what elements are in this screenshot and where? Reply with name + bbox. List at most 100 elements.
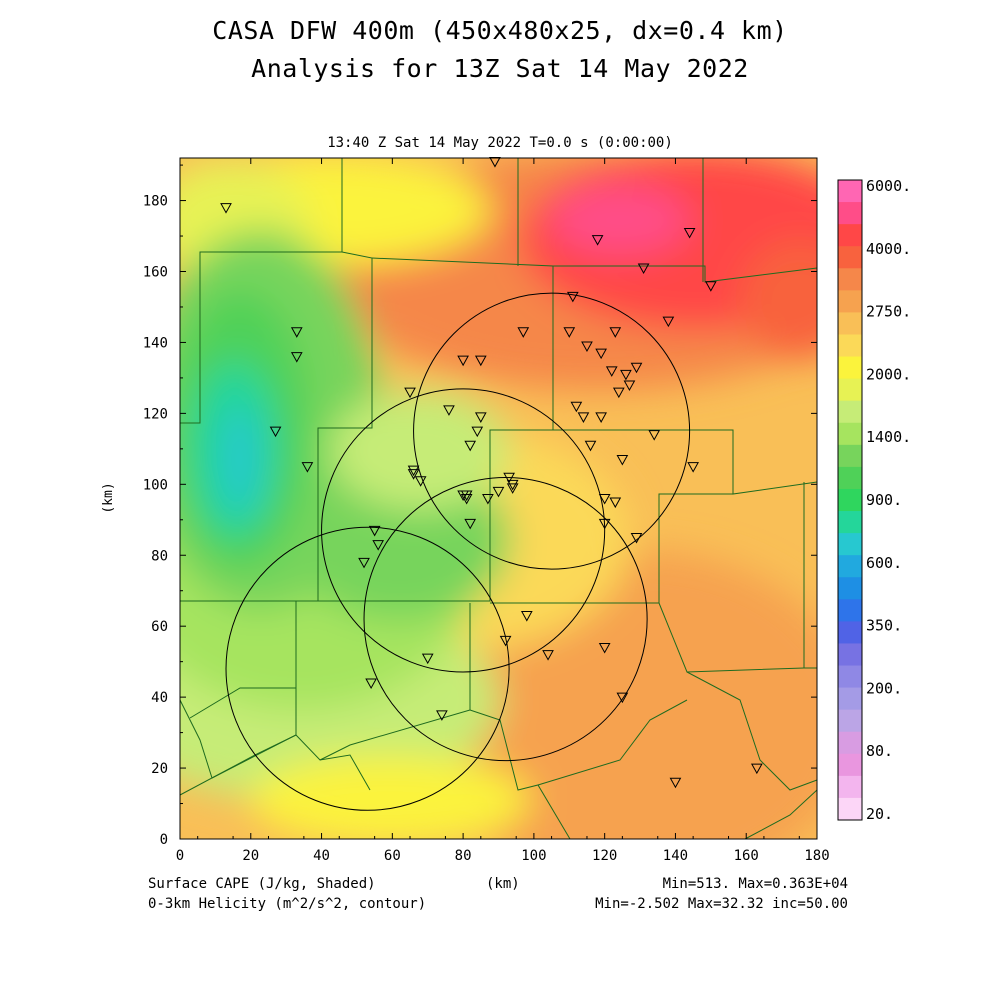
station-marker (584, 440, 597, 452)
colorbar-swatch (838, 599, 862, 622)
colorbar-label: 900. (866, 491, 902, 509)
station-marker (492, 486, 505, 498)
radar-ring-3 (225, 526, 510, 811)
station-marker (630, 533, 643, 544)
station-marker (499, 635, 512, 647)
colorbar-swatch (838, 268, 862, 291)
station-marker (566, 291, 579, 303)
station-marker (471, 426, 484, 438)
colorbar-swatch (838, 775, 862, 799)
station-marker (482, 494, 494, 505)
colorbar-swatch (838, 378, 862, 402)
x-tick-label: 40 (313, 848, 330, 864)
station-marker (464, 518, 477, 530)
station-marker (605, 366, 618, 377)
x-tick-label: 80 (455, 848, 472, 864)
station-marker (623, 380, 636, 392)
colorbar-swatch (838, 511, 862, 534)
y-axis: 0 20 40 60 80 100 120 140 160 180 (143, 164, 817, 848)
chart-title: CASA DFW 400m (450x480x25, dx=0.4 km) (212, 16, 788, 45)
footer-x-unit: (km) (486, 876, 520, 892)
station-marker (520, 611, 533, 622)
x-tick-label: 180 (804, 848, 829, 864)
y-tick-label: 80 (151, 548, 168, 564)
x-tick-label: 100 (521, 848, 546, 864)
station-marker (474, 355, 487, 367)
station-marker (365, 678, 377, 689)
station-marker (421, 653, 434, 665)
station-marker (372, 540, 385, 551)
colorbar: 6000. 4000. 2750. 2000. 1400. 900. 600. 350. 200… (837, 177, 911, 823)
station-marker (563, 327, 576, 338)
station-marker (460, 490, 473, 501)
footer-helicity-label: 0-3km Helicity (m^2/s^2, contour) (148, 896, 427, 912)
station-marker (460, 494, 473, 505)
colorbar-swatch (838, 202, 862, 225)
y-axis-label: (km) (101, 482, 116, 513)
station-markers (220, 157, 763, 789)
colorbar-swatch (838, 444, 862, 468)
station-marker (683, 227, 696, 239)
station-marker (436, 710, 448, 721)
colorbar-swatch (838, 400, 862, 424)
station-marker (598, 518, 611, 530)
colorbar-label: 80. (866, 742, 893, 760)
station-marker (612, 387, 625, 399)
station-marker (704, 281, 717, 292)
colorbar-swatch (838, 621, 862, 644)
radar-ring-2 (363, 477, 648, 762)
station-marker (464, 440, 477, 452)
cape-field (180, 158, 817, 839)
station-marker (503, 472, 515, 484)
colorbar-swatch (838, 643, 862, 667)
station-marker (630, 362, 643, 374)
colorbar-label: 350. (866, 617, 902, 635)
station-marker (301, 462, 314, 473)
station-marker (542, 650, 554, 661)
chart-subtitle: 13:40 Z Sat 14 May 2022 T=0.0 s (0:00:00… (327, 135, 673, 151)
station-marker (506, 479, 519, 491)
x-tick-label: 140 (663, 848, 688, 864)
station-marker (581, 341, 593, 353)
colorbar-swatch (838, 466, 862, 490)
station-marker (407, 465, 420, 477)
y-tick-label: 140 (143, 335, 168, 351)
footer-cape-range: Min=513. Max=0.363E+04 (662, 876, 848, 892)
y-tick-label: 0 (160, 832, 168, 848)
station-marker (598, 494, 611, 505)
station-marker (474, 412, 487, 423)
station-marker (669, 777, 682, 789)
x-tick-label: 0 (176, 848, 184, 864)
x-tick-label: 120 (592, 848, 617, 864)
colorbar-label: 2000. (866, 365, 911, 383)
station-marker (595, 348, 607, 360)
station-marker (404, 387, 416, 399)
chart-title-line2: Analysis for 13Z Sat 14 May 2022 (251, 54, 749, 83)
colorbar-label: 600. (866, 554, 902, 572)
station-marker (598, 642, 611, 654)
colorbar-label: 2750. (866, 303, 911, 321)
footer-cape-label: Surface CAPE (J/kg, Shaded) (148, 876, 376, 892)
colorbar-swatch (838, 334, 862, 358)
colorbar-swatch (838, 312, 862, 335)
x-tick-label: 160 (734, 848, 759, 864)
station-marker (570, 401, 583, 413)
colorbar-label: 200. (866, 679, 902, 697)
colorbar-swatch (838, 731, 862, 755)
x-tick-label: 60 (384, 848, 401, 864)
y-tick-label: 20 (151, 761, 168, 777)
colorbar-swatch (838, 577, 862, 600)
colorbar-swatch (838, 224, 862, 247)
station-marker (457, 355, 469, 367)
county-boundaries (179, 158, 818, 840)
radar-range-rings (225, 292, 691, 811)
y-tick-label: 40 (151, 690, 168, 706)
y-tick-label: 120 (143, 406, 168, 422)
radar-ring-0 (413, 292, 691, 570)
station-marker (637, 263, 650, 274)
colorbar-swatch (838, 555, 862, 578)
station-marker (750, 763, 763, 775)
station-marker (591, 235, 604, 246)
station-marker (407, 469, 420, 480)
